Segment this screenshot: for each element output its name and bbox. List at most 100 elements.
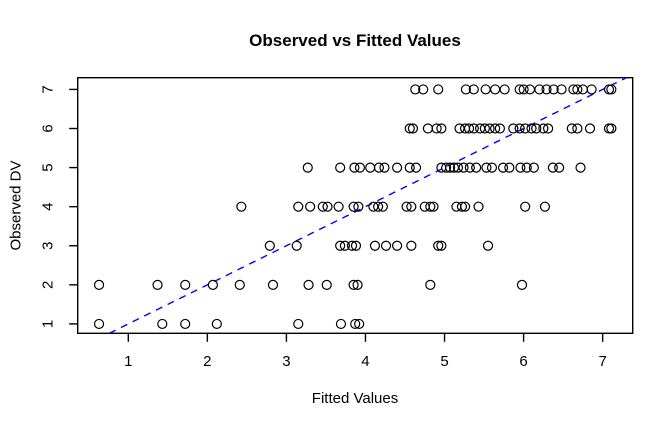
- y-tick-label: 6: [40, 124, 57, 132]
- data-point: [157, 318, 168, 330]
- x-tick-label: 2: [203, 353, 211, 370]
- x-tick-label: 5: [440, 353, 448, 370]
- x-tick-label: 3: [282, 353, 290, 370]
- data-point: [520, 123, 531, 134]
- y-tick-label: 7: [40, 85, 57, 93]
- data-point: [418, 84, 429, 95]
- data-point: [566, 123, 577, 134]
- data-point: [373, 201, 384, 212]
- data-point: [481, 162, 492, 173]
- data-point: [586, 84, 597, 95]
- data-point: [490, 123, 501, 134]
- data-point: [180, 279, 191, 290]
- data-point: [575, 162, 586, 173]
- data-point: [514, 123, 525, 134]
- data-point: [335, 162, 346, 173]
- y-tick-label: 3: [40, 242, 57, 250]
- plot-contents: 1 2 3 4 5 6 7 1 2 3 4 5 6 7: [40, 76, 634, 370]
- data-point: [380, 240, 392, 251]
- data-point: [350, 318, 361, 330]
- data-point: [293, 318, 304, 330]
- data-point: [458, 162, 469, 173]
- identity-line: [109, 77, 627, 334]
- data-point: [234, 279, 245, 290]
- data-point: [406, 201, 417, 212]
- data-point: [152, 279, 163, 290]
- data-point: [433, 240, 444, 251]
- data-point: [404, 123, 415, 134]
- data-point: [572, 84, 583, 95]
- data-point: [508, 123, 519, 134]
- data-point: [401, 201, 412, 212]
- data-point: [515, 162, 526, 173]
- data-point: [354, 162, 366, 173]
- data-point: [321, 279, 332, 290]
- data-point: [352, 279, 363, 290]
- data-point: [348, 279, 359, 290]
- data-point: [480, 84, 491, 95]
- data-point: [93, 318, 105, 330]
- x-tick-label: 7: [598, 353, 606, 370]
- data-point: [365, 162, 376, 173]
- data-point: [463, 123, 475, 134]
- data-point: [346, 240, 358, 251]
- data-point: [353, 201, 364, 212]
- data-point: [497, 162, 509, 173]
- data-point: [407, 123, 419, 134]
- data-point: [584, 123, 596, 134]
- data-point: [518, 84, 529, 95]
- data-point: [526, 123, 537, 134]
- data-point: [293, 201, 304, 212]
- data-point: [392, 240, 403, 251]
- data-point: [514, 84, 525, 95]
- data-point: [267, 279, 279, 290]
- data-point: [539, 201, 551, 212]
- data-point: [322, 201, 333, 212]
- data-point: [302, 162, 313, 173]
- x-axis-label: Fitted Values: [312, 390, 398, 407]
- data-point: [528, 162, 539, 173]
- data-point: [431, 123, 442, 134]
- data-point: [547, 162, 558, 173]
- data-point: [425, 279, 436, 290]
- data-point: [554, 162, 565, 173]
- data-point: [464, 162, 475, 173]
- y-tick-label: 2: [40, 281, 57, 289]
- data-point: [236, 201, 247, 212]
- data-point: [410, 84, 421, 95]
- data-point: [333, 201, 344, 212]
- data-point: [473, 201, 484, 212]
- data-point: [482, 240, 494, 251]
- data-point: [348, 201, 359, 212]
- data-point: [211, 318, 222, 330]
- data-point: [486, 162, 498, 173]
- data-point: [349, 162, 360, 173]
- data-point: [556, 84, 567, 95]
- data-point: [317, 201, 328, 212]
- data-point: [428, 201, 439, 212]
- x-tick-label: 1: [124, 353, 132, 370]
- data-point: [207, 279, 218, 290]
- data-point: [541, 84, 552, 95]
- data-point: [494, 123, 505, 134]
- data-point: [577, 84, 588, 95]
- data-point: [468, 84, 479, 95]
- data-point: [425, 201, 436, 212]
- data-point: [377, 201, 388, 212]
- data-point: [490, 84, 501, 95]
- data-point: [339, 240, 351, 251]
- data-point: [180, 318, 191, 330]
- data-point: [392, 162, 403, 173]
- y-tick-label: 1: [40, 320, 57, 328]
- data-point: [504, 162, 515, 173]
- data-point: [436, 123, 447, 134]
- data-point: [404, 162, 415, 173]
- data-point: [606, 84, 617, 95]
- data-point: [606, 123, 617, 134]
- data-point: [460, 84, 471, 95]
- data-point: [484, 123, 495, 134]
- data-point: [520, 201, 531, 212]
- data-point: [538, 123, 549, 134]
- data-point: [410, 162, 422, 173]
